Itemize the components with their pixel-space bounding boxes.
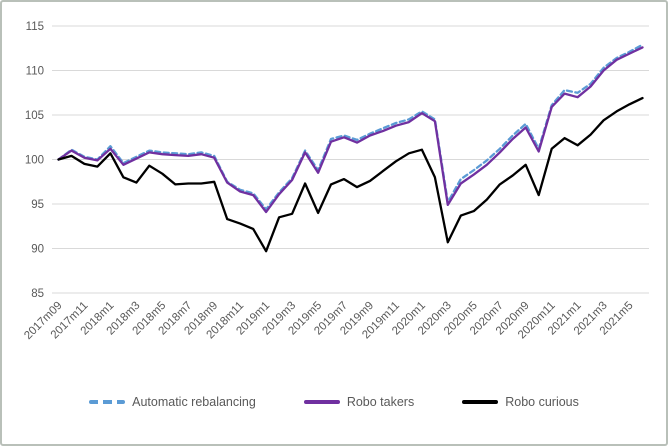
legend-label-automatic-rebalancing: Automatic rebalancing [132,395,256,409]
series-line-robo-curious [57,96,644,253]
chart-legend: Automatic rebalancing Robo takers Robo c… [2,395,666,409]
svg-text:105: 105 [25,110,44,122]
x-axis-labels: 2017m092017m112018m12018m32018m52018m720… [22,300,635,342]
legend-item-robo-takers: Robo takers [303,395,415,409]
line-chart: 85 90 95 100 105 110 115 2017m092017m112018m120… [22,21,649,342]
dashed-line-swatch [89,400,126,404]
solid-line-swatch-black [462,400,499,404]
svg-text:110: 110 [26,66,44,78]
svg-text:100: 100 [25,155,44,167]
gridlines [52,25,649,294]
svg-text:115: 115 [26,21,44,33]
series-line-robo-takers [57,46,644,214]
y-axis-labels: 85 90 95 100 105 110 115 [25,21,44,300]
svg-text:85: 85 [31,288,44,300]
series-line-automatic-rebalancing [57,43,644,211]
legend-item-automatic-rebalancing: Automatic rebalancing [89,395,256,409]
svg-text:90: 90 [31,244,44,256]
legend-label-robo-takers: Robo takers [346,395,415,409]
legend-label-robo-curious: Robo curious [505,395,579,409]
legend-item-robo-curious: Robo curious [462,395,579,409]
svg-text:95: 95 [31,199,44,211]
solid-line-swatch-purple [303,400,340,404]
